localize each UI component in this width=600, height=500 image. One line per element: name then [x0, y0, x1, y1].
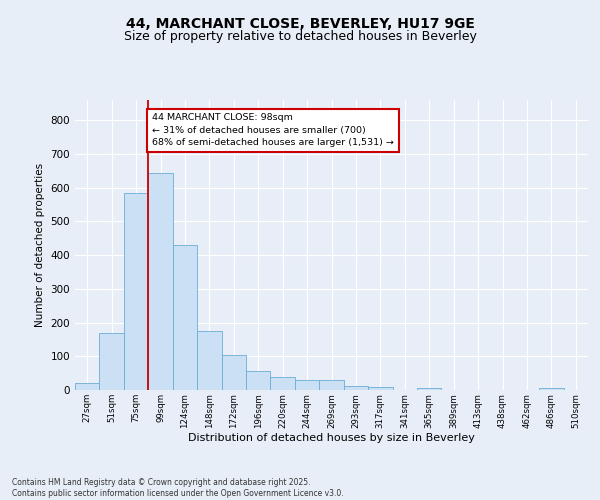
- Bar: [417, 388, 442, 390]
- Bar: [246, 371, 271, 390]
- Bar: [319, 380, 344, 390]
- Bar: [221, 356, 246, 390]
- Bar: [173, 245, 197, 390]
- Text: Size of property relative to detached houses in Beverley: Size of property relative to detached ho…: [124, 30, 476, 43]
- Bar: [344, 386, 368, 390]
- Bar: [100, 332, 124, 390]
- Bar: [124, 194, 148, 390]
- Bar: [539, 388, 563, 390]
- Text: Contains HM Land Registry data © Crown copyright and database right 2025.
Contai: Contains HM Land Registry data © Crown c…: [12, 478, 344, 498]
- Bar: [197, 331, 221, 390]
- Bar: [368, 387, 392, 390]
- X-axis label: Distribution of detached houses by size in Beverley: Distribution of detached houses by size …: [188, 433, 475, 443]
- Bar: [271, 376, 295, 390]
- Y-axis label: Number of detached properties: Number of detached properties: [35, 163, 45, 327]
- Text: 44, MARCHANT CLOSE, BEVERLEY, HU17 9GE: 44, MARCHANT CLOSE, BEVERLEY, HU17 9GE: [125, 18, 475, 32]
- Bar: [295, 380, 319, 390]
- Bar: [148, 172, 173, 390]
- Bar: [75, 384, 100, 390]
- Text: 44 MARCHANT CLOSE: 98sqm
← 31% of detached houses are smaller (700)
68% of semi-: 44 MARCHANT CLOSE: 98sqm ← 31% of detach…: [152, 114, 394, 148]
